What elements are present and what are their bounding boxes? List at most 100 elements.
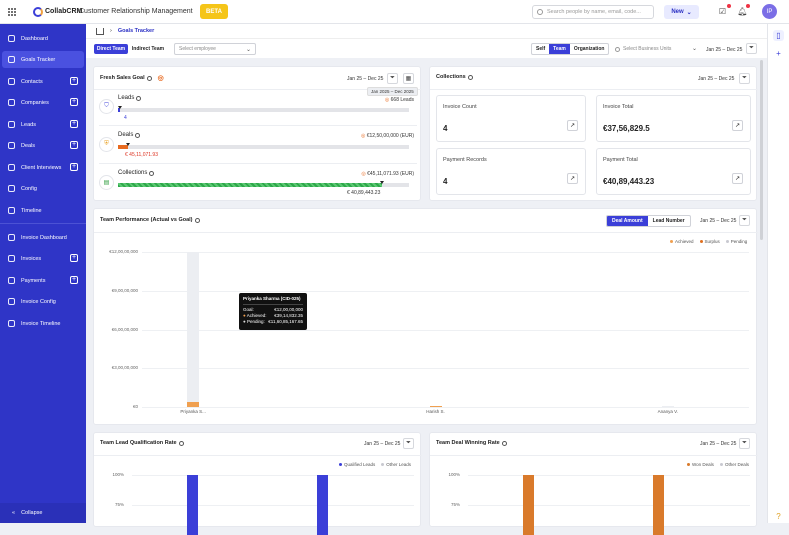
deal-win-date[interactable]: Jan 25 – Dec 25 bbox=[700, 441, 737, 447]
nav-icon bbox=[8, 234, 15, 241]
add-icon[interactable]: + bbox=[70, 163, 78, 171]
lead-number-tab[interactable]: Lead Number bbox=[652, 218, 685, 224]
info-icon[interactable] bbox=[136, 95, 142, 101]
open-arrow-icon[interactable]: ↗ bbox=[567, 173, 578, 184]
indirect-team-tab[interactable]: Indirect Team bbox=[131, 46, 165, 52]
legend-other[interactable]: Other Leads bbox=[381, 462, 411, 467]
deals-label: Deals bbox=[118, 132, 134, 138]
info-icon[interactable] bbox=[135, 132, 141, 138]
collections-date[interactable]: Jan 25 – Dec 25 bbox=[698, 76, 735, 82]
sidebar-item-companies[interactable]: Companies + bbox=[2, 94, 84, 111]
bar-pending[interactable] bbox=[661, 405, 674, 407]
apps-grid-icon[interactable] bbox=[8, 8, 16, 16]
sidebar-item-invoice-dashboard[interactable]: Invoice Dashboard bbox=[2, 229, 84, 246]
avatar[interactable]: IP bbox=[762, 4, 777, 19]
sidebar-item-dashboard[interactable]: Dashboard bbox=[2, 30, 84, 47]
sidebar-item-goals-tracker[interactable]: Goals Tracker bbox=[2, 51, 84, 68]
filter-icon[interactable]: ⏷ bbox=[739, 215, 750, 226]
sidebar-item-invoice-timeline[interactable]: Invoice Timeline bbox=[2, 315, 84, 332]
open-arrow-icon[interactable]: ↗ bbox=[567, 120, 578, 131]
sidebar-item-invoice-config[interactable]: Invoice Config bbox=[2, 293, 84, 310]
legend-achieved[interactable]: Achieved bbox=[670, 239, 694, 244]
gridline bbox=[142, 252, 749, 253]
tasks-icon[interactable]: ☑ bbox=[718, 7, 727, 16]
tooltip-achieved: ● Achieved: €39,14,832.35 bbox=[243, 313, 303, 318]
scrollbar[interactable] bbox=[760, 60, 763, 240]
help-icon[interactable]: ? bbox=[776, 512, 781, 521]
collapse-button[interactable]: « Collapse bbox=[0, 503, 86, 523]
sidebar-item-timeline[interactable]: Timeline bbox=[2, 202, 84, 219]
legend-qualified[interactable]: Qualified Leads bbox=[339, 462, 375, 467]
legend-pending[interactable]: Pending bbox=[725, 239, 747, 244]
info-icon[interactable] bbox=[149, 170, 155, 176]
filter-icon[interactable]: ⏷ bbox=[739, 73, 750, 84]
legend-dot bbox=[339, 463, 342, 466]
filter-icon[interactable]: ⏷ bbox=[746, 43, 757, 54]
bar-achieved[interactable] bbox=[429, 405, 442, 407]
new-button[interactable]: New ⌄ bbox=[664, 5, 699, 19]
add-icon[interactable]: + bbox=[70, 98, 78, 106]
sidebar-item-payments[interactable]: Payments + bbox=[2, 272, 84, 289]
sidebar-item-contacts[interactable]: Contacts + bbox=[2, 73, 84, 90]
calendar-icon[interactable]: ▦ bbox=[403, 73, 414, 84]
info-icon[interactable] bbox=[501, 440, 507, 446]
add-icon[interactable]: + bbox=[70, 141, 78, 149]
direct-team-tab[interactable]: Direct Team bbox=[94, 44, 128, 54]
collections-card: Collections Jan 25 – Dec 25 ⏷ Invoice Co… bbox=[429, 66, 758, 201]
filter-icon[interactable]: ⏷ bbox=[739, 438, 750, 449]
search-input[interactable]: Search people by name, email, code... bbox=[532, 5, 654, 19]
info-icon[interactable] bbox=[467, 74, 473, 80]
panel-icon[interactable]: ▯ bbox=[773, 30, 784, 41]
filter-icon[interactable]: ⏷ bbox=[403, 438, 414, 449]
business-units-select[interactable]: Select Business Units ⌄ bbox=[611, 43, 701, 55]
collapse-label: Collapse bbox=[21, 510, 43, 516]
info-icon[interactable] bbox=[146, 75, 152, 81]
legend-won[interactable]: Won Deals bbox=[687, 462, 714, 467]
x-tick-label: Priyanka S... bbox=[180, 409, 206, 414]
bar-pending[interactable] bbox=[187, 252, 200, 402]
scope-team[interactable]: Team bbox=[549, 44, 570, 54]
sidebar-item-deals[interactable]: Deals + bbox=[2, 137, 84, 154]
legend-dot bbox=[670, 240, 673, 243]
open-arrow-icon[interactable]: ↗ bbox=[732, 173, 743, 184]
scope-toggle: Self Team Organization bbox=[531, 43, 610, 55]
sidebar-item-config[interactable]: Config bbox=[2, 180, 84, 197]
date-range[interactable]: Jan 25 – Dec 25 bbox=[706, 47, 743, 53]
filter-icon[interactable]: ⏷ bbox=[387, 73, 398, 84]
chevron-down-icon: ⌄ bbox=[691, 46, 697, 52]
open-arrow-icon[interactable]: ↗ bbox=[732, 120, 743, 131]
scope-organization[interactable]: Organization bbox=[573, 46, 605, 52]
deal-amount-tab[interactable]: Deal Amount bbox=[607, 216, 648, 226]
legend-dot bbox=[687, 463, 690, 466]
info-icon[interactable] bbox=[194, 217, 200, 223]
bell-icon[interactable]: 🔔︎ bbox=[737, 7, 748, 16]
info-icon[interactable] bbox=[178, 440, 184, 446]
team-performance-date[interactable]: Jan 25 – Dec 25 bbox=[700, 218, 737, 224]
sidebar-item-invoices[interactable]: Invoices + bbox=[2, 250, 84, 267]
bar-won-deals[interactable] bbox=[523, 475, 534, 535]
bar-won-deals[interactable] bbox=[653, 475, 664, 535]
add-icon[interactable]: + bbox=[776, 49, 781, 58]
deals-icon: ⛨ bbox=[99, 137, 114, 152]
deals-progress bbox=[118, 143, 409, 149]
gridline bbox=[142, 368, 749, 370]
scope-self[interactable]: Self bbox=[536, 46, 546, 52]
bar-qualified-leads[interactable] bbox=[317, 475, 328, 535]
bar-achieved[interactable] bbox=[187, 401, 200, 407]
sidebar-item-client-interviews[interactable]: Client Interviews + bbox=[2, 159, 84, 176]
employee-select[interactable]: Select employee ⌄ bbox=[174, 43, 256, 55]
sidebar-item-leads[interactable]: Leads + bbox=[2, 116, 84, 133]
home-icon[interactable] bbox=[96, 27, 104, 35]
y-tick-label: €6,00,00,000 bbox=[111, 326, 138, 332]
y-tick-label: 100% bbox=[112, 472, 124, 477]
legend-surplus[interactable]: Surplus bbox=[699, 239, 720, 244]
stat-title: Invoice Count bbox=[443, 104, 477, 110]
lead-qual-date[interactable]: Jan 25 – Dec 25 bbox=[364, 441, 401, 447]
bar-qualified-leads[interactable] bbox=[187, 475, 198, 535]
add-icon[interactable]: + bbox=[70, 276, 78, 284]
fresh-sales-date[interactable]: Jan 25 – Dec 25 bbox=[347, 76, 384, 82]
add-icon[interactable]: + bbox=[70, 254, 78, 262]
legend-other-deals[interactable]: Other Deals bbox=[719, 462, 749, 467]
add-icon[interactable]: + bbox=[70, 77, 78, 85]
add-icon[interactable]: + bbox=[70, 120, 78, 128]
